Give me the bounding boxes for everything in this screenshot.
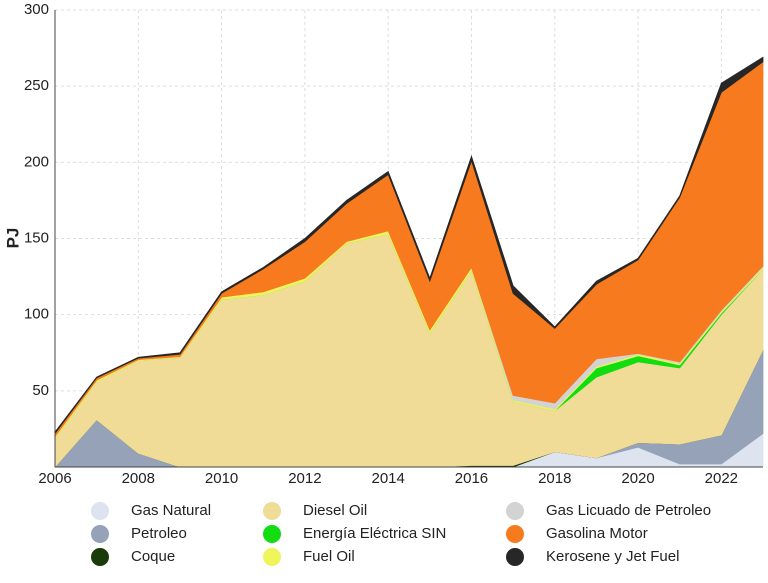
- x-tick-label: 2010: [205, 470, 238, 487]
- legend-marker: [91, 548, 109, 566]
- x-tick-label: 2016: [455, 470, 488, 487]
- x-tick-label: 2008: [122, 470, 155, 487]
- legend-marker: [263, 502, 281, 520]
- y-tick-label: 300: [24, 1, 49, 18]
- legend-marker: [263, 548, 281, 566]
- x-tick-label: 2012: [288, 470, 321, 487]
- y-tick-label: 100: [24, 306, 49, 323]
- x-tick-label: 2014: [371, 470, 404, 487]
- x-tick-label: 2020: [621, 470, 654, 487]
- x-tick-label: 2006: [38, 470, 71, 487]
- legend-label: Gasolina Motor: [546, 525, 648, 542]
- legend-marker: [91, 502, 109, 520]
- legend-label: Coque: [131, 548, 175, 565]
- legend-label: Diesel Oil: [303, 502, 367, 519]
- legend-label: Gas Natural: [131, 502, 211, 519]
- legend-label: Kerosene y Jet Fuel: [546, 548, 679, 565]
- area: [54, 56, 764, 435]
- x-tick-label: 2018: [538, 470, 571, 487]
- y-tick-label: 50: [32, 382, 49, 399]
- y-axis-label: PJ: [3, 228, 22, 249]
- legend-marker: [506, 502, 524, 520]
- legend-label: Petroleo: [131, 525, 187, 542]
- y-tick-label: 250: [24, 77, 49, 94]
- legend-marker: [506, 548, 524, 566]
- legend-marker: [506, 525, 524, 543]
- legend-marker: [263, 525, 281, 543]
- y-tick-label: 150: [24, 229, 49, 246]
- legend-label: Gas Licuado de Petroleo: [546, 502, 711, 519]
- legend-label: Fuel Oil: [303, 548, 355, 565]
- legend-marker: [91, 525, 109, 543]
- legend-label: Energía Eléctrica SIN: [303, 525, 446, 542]
- y-tick-label: 200: [24, 153, 49, 170]
- x-tick-label: 2022: [705, 470, 738, 487]
